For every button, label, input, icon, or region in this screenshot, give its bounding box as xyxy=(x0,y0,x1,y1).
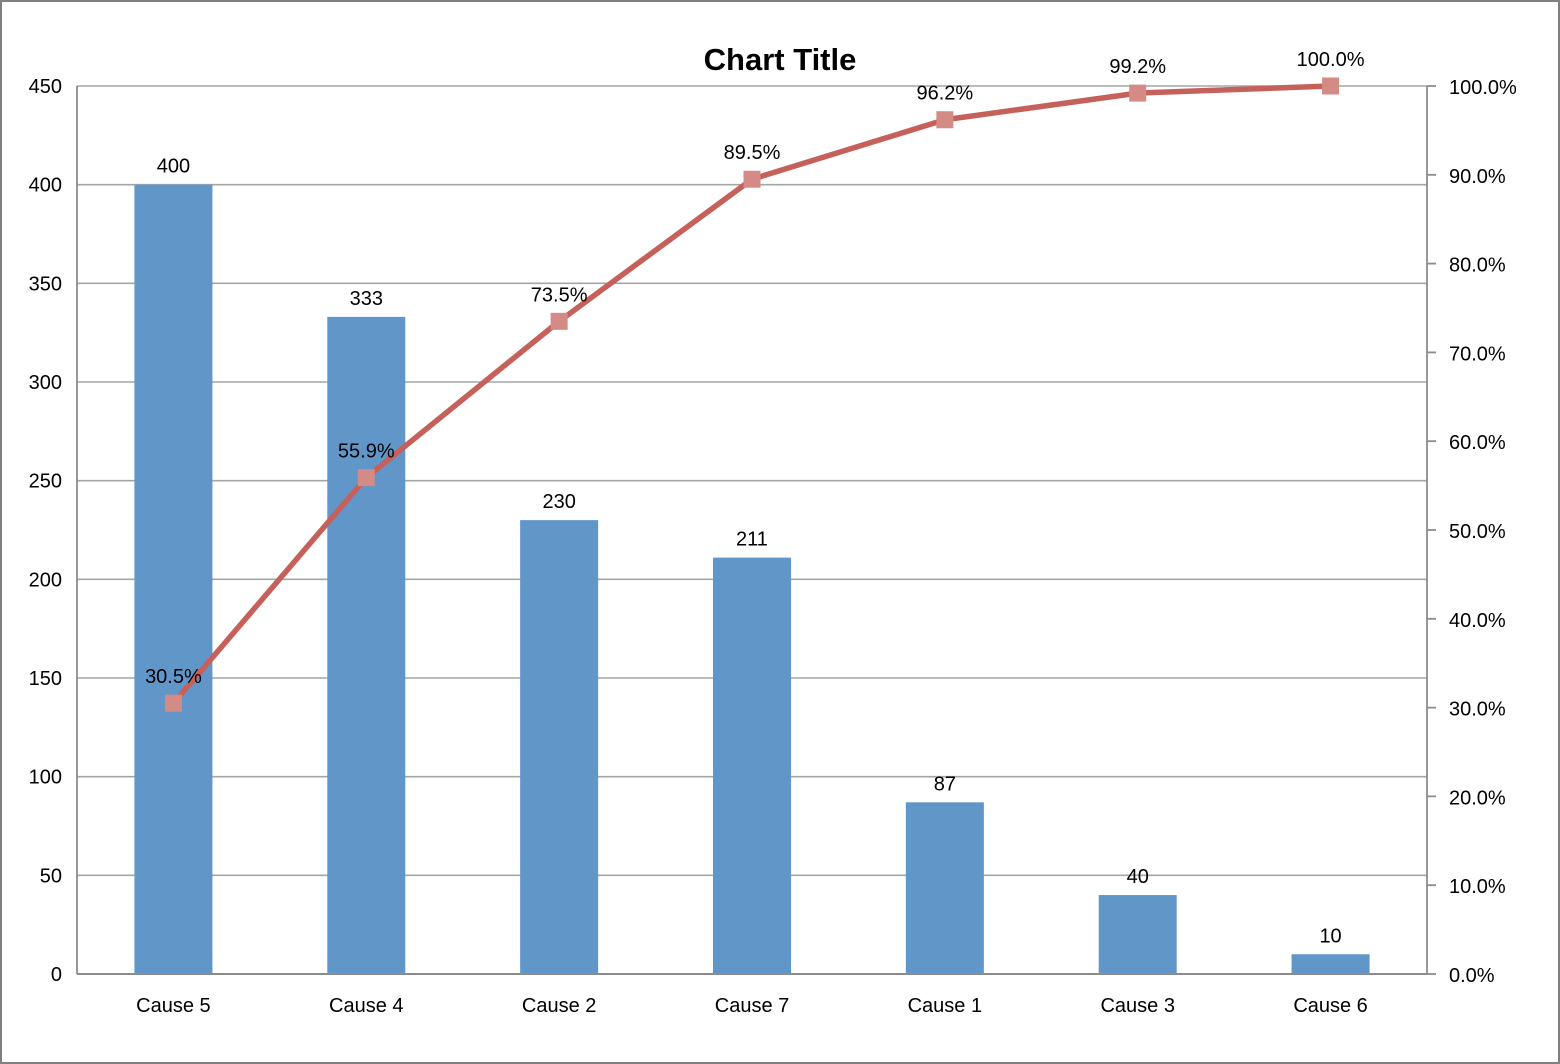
percent-label: 55.9% xyxy=(338,441,395,463)
left-axis-tick-label: 250 xyxy=(29,471,62,493)
percent-label: 96.2% xyxy=(916,83,973,105)
bar xyxy=(905,802,984,974)
left-axis-tick-label: 300 xyxy=(29,372,62,394)
right-axis-tick-label: 80.0% xyxy=(1449,255,1506,277)
line-point-marker xyxy=(936,111,954,129)
line-point-marker xyxy=(550,312,568,330)
right-axis-tick-label: 10.0% xyxy=(1449,876,1506,898)
line-point-marker xyxy=(743,170,761,188)
bar-value-label: 211 xyxy=(736,529,768,551)
left-axis-tick-label: 50 xyxy=(40,865,62,887)
left-axis-tick-label: 0 xyxy=(51,964,62,986)
right-axis-tick-label: 0.0% xyxy=(1449,965,1495,987)
right-axis-tick-label: 60.0% xyxy=(1449,432,1506,454)
left-axis-tick-label: 400 xyxy=(29,175,62,197)
category-label: Cause 1 xyxy=(908,995,983,1017)
bar xyxy=(520,520,599,974)
data-labels-group: 400 333 230 211 87 40 10 30.5% 55.9% 73.5% 89.5% 96… xyxy=(145,49,1365,947)
bar-value-label: 10 xyxy=(1319,925,1341,947)
left-axis-tick-label: 100 xyxy=(29,767,62,789)
bar-value-label: 40 xyxy=(1127,866,1149,888)
bar xyxy=(327,316,406,974)
bar xyxy=(1291,954,1370,974)
bar xyxy=(713,557,791,974)
category-label: Cause 7 xyxy=(715,995,790,1017)
percent-label: 73.5% xyxy=(531,284,588,306)
category-label: Cause 3 xyxy=(1100,995,1175,1017)
bar-value-label: 400 xyxy=(157,156,190,178)
bar-series-group xyxy=(134,184,1370,974)
chart-title: Chart Title xyxy=(704,42,857,77)
bar-value-label: 230 xyxy=(542,491,575,513)
right-axis-tick-label: 90.0% xyxy=(1449,166,1506,188)
right-axis-tick-label: 100.0% xyxy=(1449,77,1517,99)
line-point-marker xyxy=(164,694,182,712)
bar xyxy=(1098,895,1177,974)
left-axis-tick-label: 450 xyxy=(29,76,62,98)
right-axis-tick-label: 50.0% xyxy=(1449,521,1506,543)
percent-label: 99.2% xyxy=(1109,56,1166,78)
right-axis-tick-label: 30.0% xyxy=(1449,699,1506,721)
category-label: Cause 5 xyxy=(136,995,211,1017)
axis-tick-labels-group: 0 50 100 150 200 250 300 350 400 450 0.0% 10.0% 20.0… xyxy=(29,76,1517,1017)
category-label: Cause 4 xyxy=(329,995,404,1017)
right-axis-tick-label: 40.0% xyxy=(1449,610,1506,632)
line-point-marker xyxy=(357,469,375,487)
right-axis-tick-label: 70.0% xyxy=(1449,343,1506,365)
left-axis-tick-label: 200 xyxy=(29,569,62,591)
left-axis-tick-label: 150 xyxy=(29,668,62,690)
bar-value-label: 87 xyxy=(934,773,956,795)
line-point-marker xyxy=(1129,84,1147,102)
bar xyxy=(134,184,213,974)
category-label: Cause 6 xyxy=(1293,995,1368,1017)
bar-value-label: 333 xyxy=(350,288,383,310)
percent-label: 30.5% xyxy=(145,666,202,688)
right-axis-tick-label: 20.0% xyxy=(1449,787,1506,809)
line-point-marker xyxy=(1322,77,1340,95)
percent-label: 89.5% xyxy=(724,142,781,164)
percent-label: 100.0% xyxy=(1297,49,1365,71)
line-series-group xyxy=(164,77,1340,712)
left-axis-tick-label: 350 xyxy=(29,273,62,295)
category-label: Cause 2 xyxy=(522,995,597,1017)
